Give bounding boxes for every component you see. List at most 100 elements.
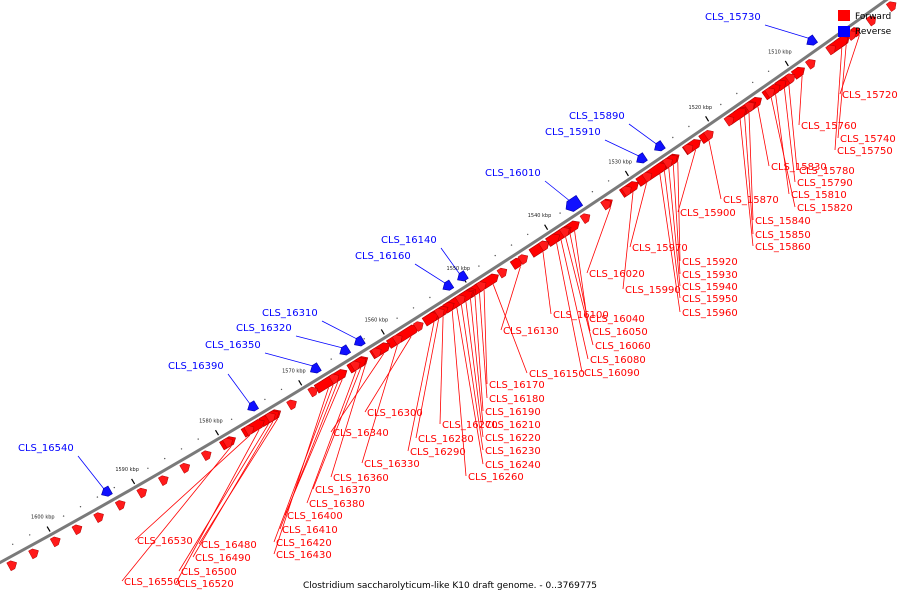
forward-gene-leader: [198, 418, 279, 545]
scale-tick-mark: [298, 379, 303, 386]
forward-gene-arrow: [28, 548, 39, 560]
scale-minor-dot: [164, 457, 166, 460]
forward-gene-leader: [770, 97, 796, 208]
scale-minor-dot: [494, 254, 496, 257]
scale-tick-mark: [705, 115, 710, 122]
forward-gene-arrow: [620, 185, 632, 197]
scale-minor-dot: [688, 125, 690, 128]
reverse-gene-leader: [544, 180, 571, 202]
forward-gene-arrow: [114, 500, 126, 511]
forward-gene-leader: [574, 231, 588, 319]
forward-gene-arrow: [157, 475, 169, 487]
forward-gene-label: CLS_16210: [485, 420, 541, 431]
forward-gene-leader: [364, 336, 412, 413]
forward-gene-arrow: [804, 59, 816, 70]
scale-minor-dot: [736, 92, 738, 95]
reverse-gene-label: CLS_15730: [705, 12, 761, 23]
forward-gene-arrow: [421, 312, 439, 327]
reverse-gene-leader: [321, 320, 357, 340]
forward-gene-arrow: [764, 87, 775, 99]
forward-gene-label: CLS_15970: [632, 243, 688, 254]
forward-gene-leader: [479, 293, 488, 399]
forward-gene-label: CLS_15860: [755, 242, 811, 253]
forward-gene-arrow: [264, 412, 276, 424]
forward-gene-label: CLS_16230: [485, 446, 541, 457]
reverse-gene-label: CLS_16160: [355, 251, 411, 262]
scale-tick-mark: [131, 478, 136, 485]
scale-minor-dot: [79, 506, 82, 508]
scale-minor-dot: [62, 515, 65, 517]
scale-tick-mark: [46, 526, 51, 532]
forward-gene-leader: [556, 242, 583, 373]
forward-gene-label: CLS_15810: [791, 190, 847, 201]
scale-minor-dot: [29, 534, 31, 536]
reverse-gene-arrow: [457, 270, 469, 282]
forward-gene-arrow: [93, 512, 104, 524]
scale-minor-dot: [113, 486, 116, 489]
forward-gene-label: CLS_16380: [309, 499, 365, 510]
forward-gene-label: CLS_16170: [489, 380, 545, 391]
forward-gene-label: CLS_16410: [282, 525, 338, 536]
forward-gene-leader: [279, 381, 339, 530]
genome-backbone: [0, 0, 889, 565]
genome-caption: Clostridium saccharolyticum-like K10 dra…: [303, 581, 597, 591]
scale-minor-dot: [752, 81, 754, 84]
reverse-gene-label: CLS_16320: [236, 323, 292, 334]
forward-gene-leader: [175, 429, 260, 584]
scale-minor-dot: [396, 317, 398, 319]
axis-layer: [0, 0, 889, 565]
forward-gene-arrow: [243, 425, 255, 436]
forward-gene-leader: [306, 370, 357, 504]
scale-minor-dot: [510, 244, 513, 246]
reverse-gene-arrow: [565, 194, 584, 212]
reverse-gene-leader: [295, 335, 342, 349]
scale-minor-dot: [363, 338, 365, 340]
forward-gene-leader: [470, 298, 484, 425]
scale-minor-dot: [478, 265, 480, 267]
reverse-gene-label: CLS_16540: [18, 443, 74, 454]
reverse-gene-arrow: [339, 344, 352, 356]
scale-minor-dot: [280, 388, 283, 391]
forward-gene-arrow: [475, 281, 487, 292]
forward-gene-arrow: [200, 450, 212, 462]
scale-tick-mark: [784, 60, 789, 67]
forward-gene-label: CLS_16520: [178, 579, 234, 590]
forward-gene-label: CLS_16480: [201, 540, 257, 551]
forward-gene-leader: [659, 174, 681, 313]
forward-gene-arrow: [454, 294, 466, 306]
forward-gene-leader: [837, 44, 847, 139]
forward-gene-leader: [784, 88, 796, 183]
forward-gene-label: CLS_15990: [625, 285, 681, 296]
forward-gene-arrow: [558, 227, 570, 238]
forward-gene-leader: [798, 75, 803, 126]
forward-gene-label: CLS_16340: [333, 428, 389, 439]
forward-gene-leader: [492, 284, 528, 374]
scale-minor-dot: [559, 212, 561, 214]
forward-gene-leader: [465, 301, 484, 438]
scale-minor-dot: [672, 136, 674, 139]
reverse-gene-label: CLS_16140: [381, 235, 437, 246]
forward-gene-label: CLS_16190: [485, 407, 541, 418]
forward-gene-arrow: [545, 233, 561, 247]
reverse-gene-arrow: [806, 34, 819, 46]
forward-gene-label: CLS_15950: [682, 294, 738, 305]
scale-minor-dot: [607, 180, 610, 182]
forward-gene-leader: [672, 164, 681, 275]
tick-layer: 1510 kbp 1520 kbp 1530 kbp 1540 kbp 1550 kbp…: [12, 50, 792, 545]
forward-gene-label: CLS_16080: [590, 355, 646, 366]
legend-forward-label: Forward: [855, 12, 891, 22]
forward-gene-arrow: [784, 73, 796, 84]
forward-gene-label: CLS_16060: [595, 341, 651, 352]
forward-gene-leader: [677, 149, 696, 213]
forward-gene-arrow: [370, 347, 382, 359]
reverse-gene-leader: [628, 123, 657, 145]
forward-gene-leader: [121, 446, 232, 582]
reverse-gene-leader: [264, 352, 313, 367]
scale-tick-label: 1590 kbp: [115, 467, 139, 473]
forward-gene-label: CLS_16330: [364, 459, 420, 470]
reverse-gene-arrow: [101, 485, 113, 497]
forward-gene-arrow: [412, 321, 424, 332]
scale-tick-mark: [544, 224, 549, 231]
forward-gene-arrow: [682, 144, 694, 155]
